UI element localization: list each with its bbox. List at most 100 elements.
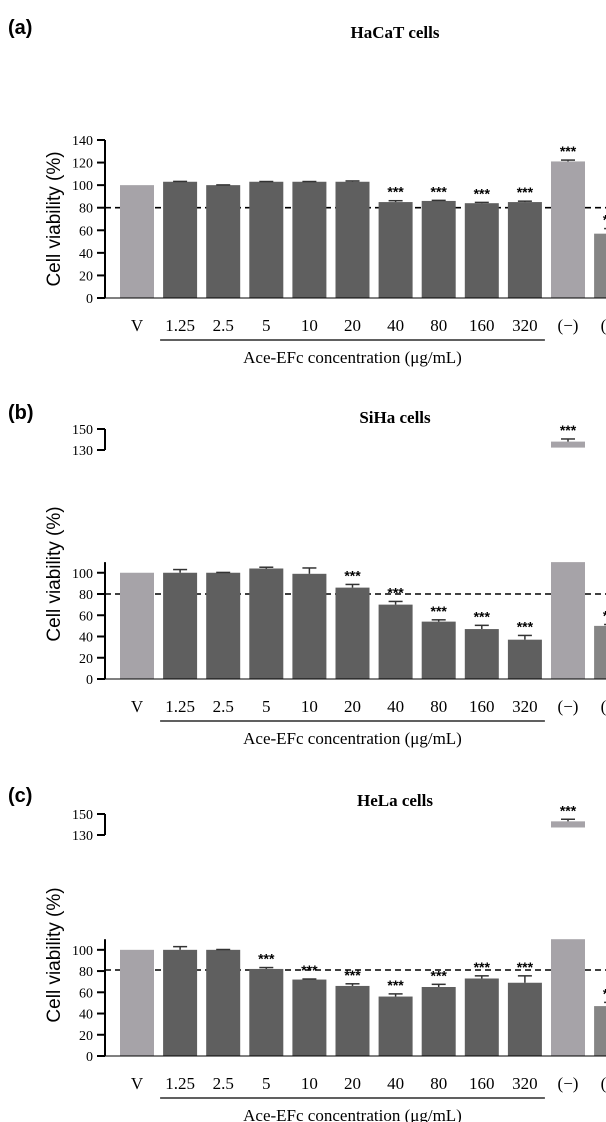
x-tick-label: 1.25 bbox=[165, 697, 195, 716]
significance-label: *** bbox=[474, 185, 491, 201]
y-tick-label: 120 bbox=[72, 157, 93, 172]
significance-label: *** bbox=[431, 967, 448, 983]
chart-title: HeLa cells bbox=[357, 791, 433, 810]
x-tick-label: (−) bbox=[558, 697, 579, 716]
significance-label: *** bbox=[517, 184, 534, 200]
y-tick-label: 0 bbox=[86, 292, 93, 307]
x-tick-label: 5 bbox=[262, 1074, 271, 1093]
x-tick-label: 80 bbox=[430, 316, 447, 335]
y-axis-label: Cell viability (%) bbox=[44, 887, 65, 1022]
bar bbox=[206, 572, 241, 679]
bar bbox=[163, 181, 198, 298]
x-tick-label: 20 bbox=[344, 1074, 361, 1093]
y-tick-label: 20 bbox=[79, 1029, 93, 1044]
x-tick-label: 160 bbox=[469, 697, 495, 716]
x-tick-label: (+) bbox=[601, 1074, 606, 1093]
x-tick-label: 1.25 bbox=[165, 316, 195, 335]
chart-title: HaCaT cells bbox=[351, 23, 440, 42]
significance-label: *** bbox=[560, 422, 577, 438]
x-tick-label: V bbox=[131, 316, 144, 335]
y-tick-label: 130 bbox=[72, 444, 93, 459]
panel-label: (c) bbox=[8, 785, 32, 807]
panel-c: (c) HeLa cells Cell viability (%) 0 20 40 60 80… bbox=[8, 785, 606, 1122]
significance-label: *** bbox=[517, 618, 534, 634]
bar bbox=[120, 949, 154, 1056]
significance-label: *** bbox=[560, 143, 577, 159]
significance-label: *** bbox=[431, 603, 448, 619]
significance-label: *** bbox=[474, 959, 491, 975]
x-tick-label: 1.25 bbox=[165, 1074, 195, 1093]
chart-title: SiHa cells bbox=[359, 408, 431, 427]
y-tick-label: 130 bbox=[72, 829, 93, 844]
x-tick-label: 5 bbox=[262, 697, 271, 716]
bar bbox=[120, 572, 154, 679]
y-tick-label: 20 bbox=[79, 269, 93, 284]
significance-label: *** bbox=[560, 802, 577, 818]
bar-upper bbox=[551, 821, 585, 828]
bar bbox=[551, 562, 585, 679]
panel-label: (b) bbox=[8, 402, 34, 424]
y-tick-label: 40 bbox=[79, 631, 93, 646]
bar bbox=[163, 949, 198, 1056]
y-tick-label: 0 bbox=[86, 673, 93, 688]
x-tick-label: 80 bbox=[430, 1074, 447, 1093]
y-tick-label: 140 bbox=[72, 134, 93, 149]
x-tick-label: 2.5 bbox=[213, 697, 234, 716]
bar bbox=[378, 202, 413, 298]
x-tick-label: 320 bbox=[512, 316, 538, 335]
bar bbox=[335, 587, 370, 679]
y-tick-label: 100 bbox=[72, 567, 93, 582]
x-tick-label: 10 bbox=[301, 1074, 318, 1093]
x-tick-label: 20 bbox=[344, 316, 361, 335]
bar bbox=[464, 978, 499, 1056]
bar bbox=[464, 629, 499, 679]
bar bbox=[378, 996, 413, 1056]
x-tick-label: 5 bbox=[262, 316, 271, 335]
significance-label: *** bbox=[387, 184, 404, 200]
panel-a: (a) HaCaT cells Cell viability (%) 0 20 40 60 8… bbox=[8, 17, 606, 367]
significance-label: *** bbox=[344, 967, 361, 983]
y-tick-label: 60 bbox=[79, 609, 93, 624]
bar bbox=[292, 181, 327, 298]
bar bbox=[594, 1006, 606, 1056]
x-tick-label: (−) bbox=[558, 316, 579, 335]
significance-label: *** bbox=[258, 951, 275, 967]
bar bbox=[249, 968, 284, 1056]
x-tick-label: 2.5 bbox=[213, 1074, 234, 1093]
y-tick-label: 100 bbox=[72, 944, 93, 959]
y-tick-label: 40 bbox=[79, 247, 93, 262]
significance-label: *** bbox=[603, 985, 606, 1001]
y-tick-label: 60 bbox=[79, 224, 93, 239]
bar bbox=[206, 185, 241, 298]
x-tick-label: (−) bbox=[558, 1074, 579, 1093]
x-tick-label: V bbox=[131, 1074, 144, 1093]
y-tick-label: 0 bbox=[86, 1050, 93, 1065]
y-tick-label: 60 bbox=[79, 986, 93, 1001]
y-tick-label: 150 bbox=[72, 423, 93, 438]
bar bbox=[421, 200, 456, 298]
bar bbox=[421, 621, 456, 679]
bar bbox=[551, 939, 585, 1056]
y-tick-label: 80 bbox=[79, 965, 93, 980]
bar bbox=[507, 202, 542, 298]
bar bbox=[421, 986, 456, 1056]
significance-label: *** bbox=[387, 977, 404, 993]
bar bbox=[163, 572, 198, 679]
y-tick-label: 100 bbox=[72, 179, 93, 194]
x-tick-label: 80 bbox=[430, 697, 447, 716]
x-tick-label: 320 bbox=[512, 697, 538, 716]
x-tick-label: (+) bbox=[601, 316, 606, 335]
bar bbox=[292, 573, 327, 679]
y-axis-label: Cell viability (%) bbox=[44, 151, 65, 286]
bar bbox=[206, 949, 241, 1056]
y-tick-label: 80 bbox=[79, 588, 93, 603]
x-tick-label: 10 bbox=[301, 697, 318, 716]
panel-b: (b) SiHa cells Cell viability (%) 0 20 40 60 80… bbox=[8, 402, 606, 748]
panel-label: (a) bbox=[8, 17, 32, 39]
bar bbox=[335, 181, 370, 298]
x-axis-title: Ace-EFc concentration (μg/mL) bbox=[243, 348, 462, 367]
x-axis-title: Ace-EFc concentration (μg/mL) bbox=[243, 1106, 462, 1122]
significance-label: *** bbox=[517, 959, 534, 975]
x-tick-label: 10 bbox=[301, 316, 318, 335]
